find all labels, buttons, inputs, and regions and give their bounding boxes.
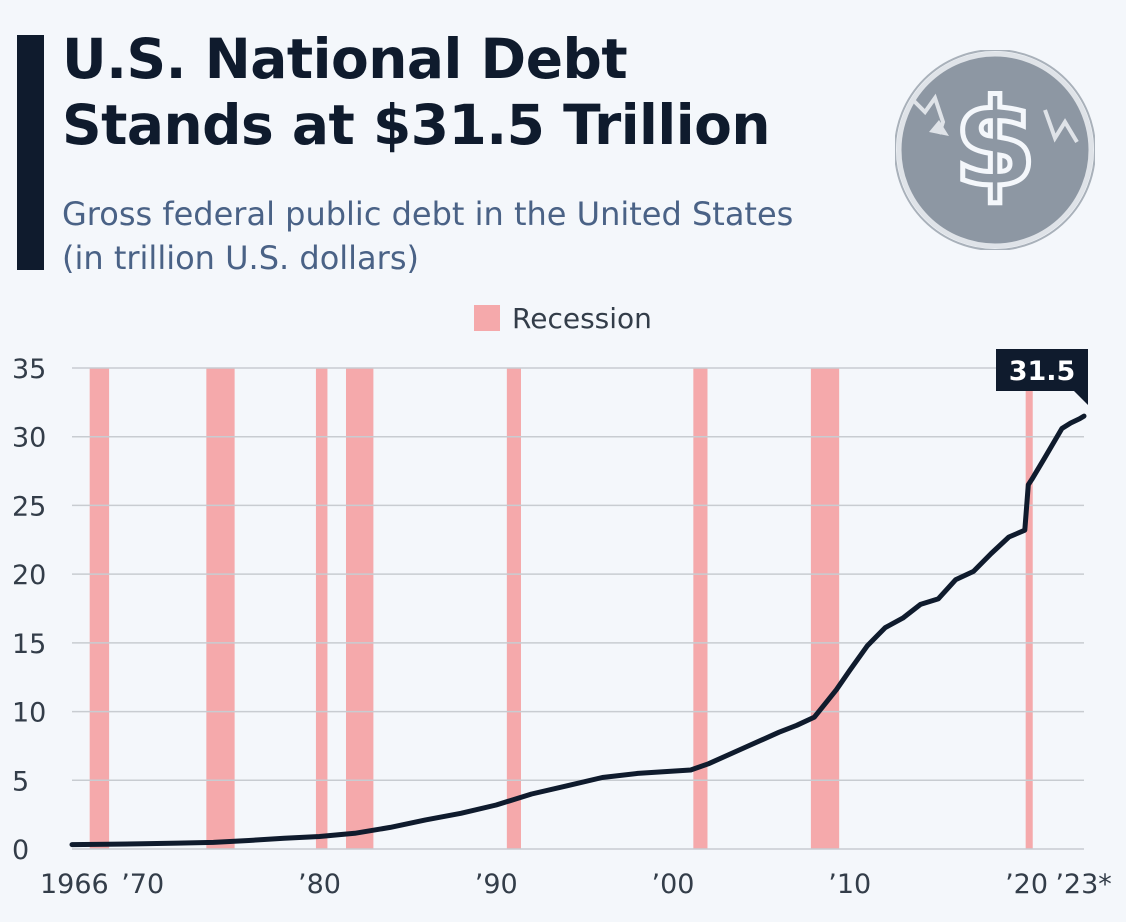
subtitle-line-2: (in trillion U.S. dollars) <box>62 239 419 277</box>
y-tick-label: 5 <box>12 766 29 797</box>
page-title: U.S. National Debt Stands at $31.5 Trill… <box>62 26 862 158</box>
x-tick-label: ’23* <box>1055 869 1111 900</box>
x-tick-label: ’10 <box>828 869 871 900</box>
y-tick-label: 20 <box>12 560 46 591</box>
debt-series-line <box>69 413 1087 848</box>
y-tick-label: 10 <box>12 698 46 729</box>
recession-band <box>206 368 235 849</box>
recession-band <box>89 368 110 849</box>
recession-band <box>315 368 328 849</box>
value-callout-label: 31.5 <box>1009 356 1076 387</box>
svg-text:$: $ <box>953 75 1037 214</box>
subtitle: Gross federal public debt in the United … <box>62 192 892 280</box>
recession-band <box>693 368 708 849</box>
chart-legend: Recession <box>0 302 1126 335</box>
y-tick-label: 30 <box>12 423 46 454</box>
y-tick-label: 35 <box>12 354 46 385</box>
y-tick-label: 15 <box>12 629 46 660</box>
value-callout-pointer <box>1074 391 1088 405</box>
recession-band <box>345 368 374 849</box>
recession-band <box>810 368 840 849</box>
recession-band <box>1025 368 1033 849</box>
x-tick-label: ’80 <box>298 869 341 900</box>
x-tick-label: ’00 <box>652 869 695 900</box>
subtitle-line-1: Gross federal public debt in the United … <box>62 195 794 233</box>
x-tick-label: ’20 <box>1005 869 1048 900</box>
x-tick-label: ’70 <box>121 869 164 900</box>
title-line-1: U.S. National Debt <box>62 27 628 91</box>
dollar-crash-icon: $ <box>895 50 1095 250</box>
y-tick-label: 0 <box>12 835 29 866</box>
title-line-2: Stands at $31.5 Trillion <box>62 93 771 157</box>
recession-legend-label: Recession <box>512 302 652 335</box>
value-callout-box <box>996 349 1088 391</box>
x-tick-label: ’90 <box>475 869 518 900</box>
x-tick-label: 1966 <box>40 869 109 900</box>
title-accent-bar <box>17 35 44 270</box>
recession-band <box>506 368 521 849</box>
recession-legend-swatch <box>474 305 501 331</box>
y-tick-label: 25 <box>12 491 46 522</box>
